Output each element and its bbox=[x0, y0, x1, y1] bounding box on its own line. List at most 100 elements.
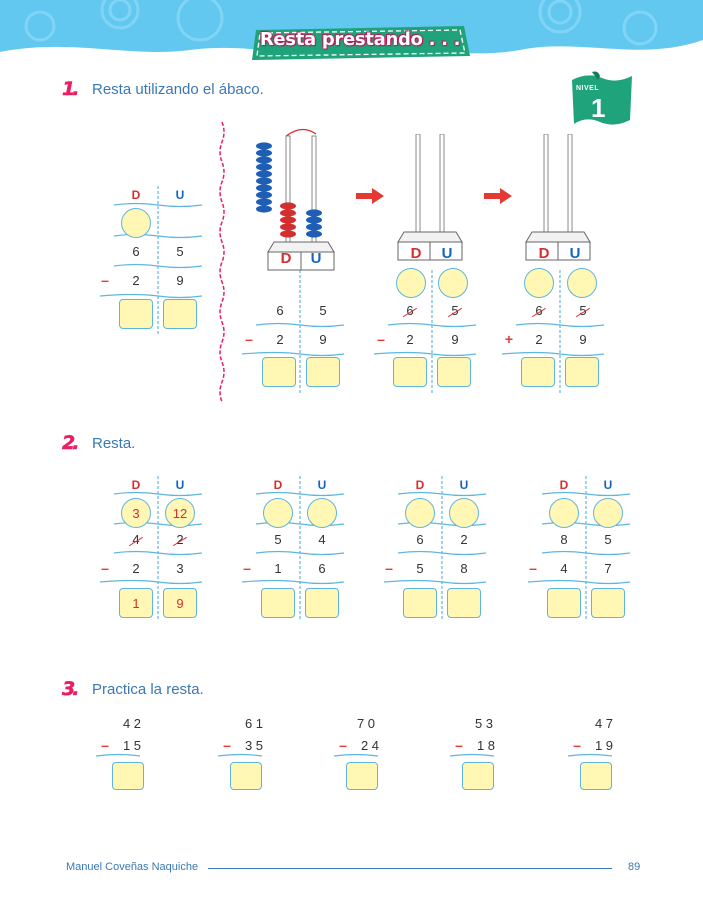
footer-rule bbox=[208, 868, 612, 869]
ex2-b-top-d: 5 bbox=[274, 532, 282, 547]
ex3-1-answer[interactable] bbox=[112, 762, 144, 790]
abacus-1-drawing bbox=[256, 128, 335, 271]
nivel-label: NIVEL bbox=[576, 85, 600, 92]
ex2-a-top-u: 2 bbox=[170, 532, 190, 547]
ex3-4-minus: – bbox=[455, 737, 463, 753]
ex1-abacus2-minus: – bbox=[377, 331, 385, 347]
tens-beads bbox=[280, 202, 296, 238]
ex3-4-top: 5 3 bbox=[474, 716, 494, 731]
ex2-d-circle-d[interactable] bbox=[549, 498, 579, 528]
ex3-2-minus: – bbox=[223, 737, 231, 753]
ex2-d-answer-u[interactable] bbox=[591, 588, 625, 618]
arrow-right-icon bbox=[356, 188, 384, 204]
ex1-abacus2-bottom-d: 2 bbox=[406, 332, 414, 347]
section-2-heading: 2. Resta. bbox=[62, 432, 136, 455]
ex2-a-minus: – bbox=[101, 560, 109, 576]
ex2-a-answer-u[interactable]: 9 bbox=[163, 588, 197, 618]
abacus-3-label-d: D bbox=[538, 245, 550, 262]
ex1-abacus2-circle-u[interactable] bbox=[438, 268, 468, 298]
ex2-a-answer-d[interactable]: 1 bbox=[119, 588, 153, 618]
ex1-abacus3-circle-u[interactable] bbox=[567, 268, 597, 298]
nivel-number: 1 bbox=[591, 93, 606, 123]
ex1-abacus2-bottom-u: 9 bbox=[451, 332, 459, 347]
ex1-left-top-u: 5 bbox=[176, 244, 184, 259]
loose-tens-beads bbox=[256, 142, 272, 213]
ex2-b-circle-d[interactable] bbox=[263, 498, 293, 528]
ex2-b-minus: – bbox=[243, 560, 251, 576]
abacus-3-label-u: U bbox=[569, 245, 581, 262]
ex2-d-circle-u[interactable] bbox=[593, 498, 623, 528]
section-1-heading: 1. Resta utilizando el ábaco. bbox=[62, 78, 264, 101]
ex1-abacus3-plus: + bbox=[504, 331, 514, 347]
ex2-c-circle-d[interactable] bbox=[405, 498, 435, 528]
ex1-left-borrow-circle-d[interactable] bbox=[121, 208, 151, 238]
ex2-c-top-d: 6 bbox=[416, 532, 424, 547]
ex2-d-col-d: D bbox=[559, 478, 569, 492]
ex3-2-top: 6 1 bbox=[244, 716, 264, 731]
ex1-abacus2-top-u: 5 bbox=[445, 303, 465, 318]
abacus-3-drawing bbox=[525, 134, 591, 261]
ex3-3-top: 7 0 bbox=[356, 716, 376, 731]
ex2-d-answer-d[interactable] bbox=[547, 588, 581, 618]
ex1-left-bottom-u: 9 bbox=[176, 273, 184, 288]
ex3-3-minus: – bbox=[339, 737, 347, 753]
ex3-2-bottom: 3 5 bbox=[244, 738, 264, 753]
ex1-abacus2-circle-d[interactable] bbox=[396, 268, 426, 298]
header-wave-band bbox=[0, 0, 703, 55]
section-3-heading: 3. Practica la resta. bbox=[62, 678, 204, 701]
ex1-abacus3-answer-u[interactable] bbox=[565, 357, 599, 387]
ex2-a-circle-u[interactable]: 12 bbox=[165, 498, 195, 528]
footer-author: Manuel Coveñas Naquiche bbox=[66, 861, 199, 873]
ex1-abacus2-answer-d[interactable] bbox=[393, 357, 427, 387]
ex2-b-circle-u[interactable] bbox=[307, 498, 337, 528]
ex2-c-col-u: U bbox=[459, 478, 469, 492]
ex2-b-answer-d[interactable] bbox=[261, 588, 295, 618]
ex2-c-top-u: 2 bbox=[460, 532, 468, 547]
ex2-c-col-d: D bbox=[415, 478, 425, 492]
section-1-instruction: Resta utilizando el ábaco. bbox=[92, 80, 264, 98]
ex2-a-circle-d[interactable]: 3 bbox=[121, 498, 151, 528]
ex1-abacus1-answer-u[interactable] bbox=[306, 357, 340, 387]
ex3-1-minus: – bbox=[101, 737, 109, 753]
abacus-2-drawing bbox=[397, 134, 463, 261]
ex1-abacus3-top-d: 6 bbox=[529, 303, 549, 318]
ex1-left-answer-d[interactable] bbox=[119, 299, 153, 329]
ex3-4-answer[interactable] bbox=[462, 762, 494, 790]
ex1-abacus2-top-d: 6 bbox=[400, 303, 420, 318]
units-beads bbox=[306, 209, 322, 238]
ex1-left-answer-u[interactable] bbox=[163, 299, 197, 329]
ex2-c-minus: – bbox=[385, 560, 393, 576]
ex2-a-col-d: D bbox=[131, 478, 141, 492]
ex2-b-bottom-d: 1 bbox=[274, 561, 282, 576]
ex1-abacus1-top-d: 6 bbox=[276, 303, 284, 318]
ex1-abacus1-answer-d[interactable] bbox=[262, 357, 296, 387]
ex2-b-answer-u[interactable] bbox=[305, 588, 339, 618]
ex1-abacus3-circle-d[interactable] bbox=[524, 268, 554, 298]
ex3-5-minus: – bbox=[573, 737, 581, 753]
ex3-3-bottom: 2 4 bbox=[360, 738, 380, 753]
ex2-c-circle-u[interactable] bbox=[449, 498, 479, 528]
ex3-3-answer[interactable] bbox=[346, 762, 378, 790]
ex2-d-top-u: 5 bbox=[604, 532, 612, 547]
abacus-1-label-d: D bbox=[280, 250, 292, 267]
section-3-instruction: Practica la resta. bbox=[92, 680, 204, 698]
ex1-abacus2-answer-u[interactable] bbox=[437, 357, 471, 387]
ex2-b-bottom-u: 6 bbox=[318, 561, 326, 576]
ex2-b-col-d: D bbox=[273, 478, 283, 492]
ex2-d-bottom-u: 7 bbox=[604, 561, 612, 576]
ex2-c-answer-d[interactable] bbox=[403, 588, 437, 618]
title-tag bbox=[252, 26, 470, 60]
ex2-d-minus: – bbox=[529, 560, 537, 576]
ex3-5-answer[interactable] bbox=[580, 762, 612, 790]
ex1-abacus3-answer-d[interactable] bbox=[521, 357, 555, 387]
ex1-abacus1-bottom-u: 9 bbox=[319, 332, 327, 347]
ex2-a-col-u: U bbox=[175, 478, 185, 492]
ex3-2-answer[interactable] bbox=[230, 762, 262, 790]
section-1-number: 1. bbox=[62, 78, 80, 101]
ex1-abacus3-bottom-d: 2 bbox=[535, 332, 543, 347]
page-number: 89 bbox=[628, 861, 641, 873]
ex3-5-top: 4 7 bbox=[594, 716, 614, 731]
ex2-a-bottom-d: 2 bbox=[132, 561, 140, 576]
section-2-instruction: Resta. bbox=[92, 434, 136, 452]
ex2-c-answer-u[interactable] bbox=[447, 588, 481, 618]
